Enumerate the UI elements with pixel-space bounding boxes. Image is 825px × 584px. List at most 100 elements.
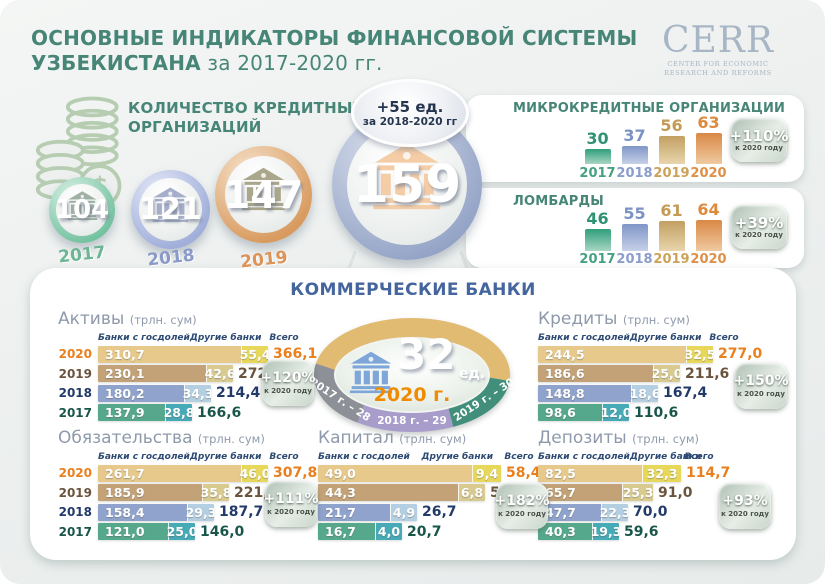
column-state-banks: Банки с госдолей [98,451,190,462]
mini-bar-2017: 46 [579,211,616,251]
segment-other-banks: 4,9 [390,503,417,521]
table-row-2017: 16,7 4,0 20,7 [318,523,545,541]
mini-bar-2018: 55 [616,206,653,251]
fin-table-columns: Банки с госдолей Другие банки Всего [538,333,762,343]
segment-state-banks: 82,5 [538,464,642,482]
micro-orgs-growth-badge: +110% к 2020 году [730,118,788,162]
segment-other-banks: 25,3 [622,484,653,502]
mini-bar-value-2019: 61 [660,201,683,220]
segment-state-banks: 21,7 [318,503,390,521]
credit-orgs-2020-value: 159 [352,155,462,215]
segment-state-banks: 121,0 [98,523,168,541]
mini-bar-2020: 63 [690,115,727,164]
segment-state-banks: 180,2 [98,384,184,402]
table-row-2018: 148,8 18,6 167,4 [538,384,762,402]
segment-state-banks: 49,0 [318,464,472,482]
row-year-label: 2019 [58,366,92,381]
segment-other-banks: 35,8 [200,484,229,502]
mini-bar-2018: 37 [616,128,653,164]
table-row-2020: 82,5 32,3 114,7 [538,464,731,482]
fin-table-columns: Банки с госдолей Другие банки Всего [58,333,317,343]
row-total: 26,7 [422,504,457,521]
table-row-2017: 40,3 19,3 59,6 [538,523,730,541]
credit-orgs-title: КОЛИЧЕСТВО КРЕДИТНЫХ ОРГАНИЗАЦИЙ [128,99,365,137]
segment-other-banks: 34,3 [182,384,211,402]
segment-other-banks: 46,0 [239,464,268,482]
table-row-2017: 98,6 12,0 110,6 [538,404,762,422]
credit-orgs-circle-2017: 104 [49,177,115,243]
segment-state-banks: 244,5 [538,345,686,363]
row-total: 307,8 [273,465,318,482]
growth-badge-deposits: +93% к 2020 году [719,483,771,529]
mini-bar-2019: 61 [653,203,690,251]
row-bar: 230,1 42,6 [98,365,233,383]
row-total: 214,4 [216,385,261,402]
segment-state-banks: 44,3 [318,484,458,502]
mini-bar-year-2020: 2020 [690,252,727,267]
mini-bar-2019: 56 [653,118,690,164]
column-total: Всего [269,451,299,462]
fin-table-columns: Банки с госдолей Другие банки Всего [318,452,545,462]
credit-orgs-value-2018: 121 [139,192,202,227]
column-total: Всего [269,332,299,343]
cerr-logo: CERR CENTER FOR ECONOMIC RESEARCH AND REF… [650,22,786,78]
table-row-2018: 47,7 22,3 70,0 [538,503,730,521]
page-title-line1: ОСНОВНЫЕ ИНДИКАТОРЫ ФИНАНСОВОЙ СИСТЕМЫ [31,26,638,50]
row-bar: 185,9 35,8 [98,484,229,502]
banks-count-unit: ед. [459,366,486,382]
table-row-2018: 21,7 4,9 26,7 [318,503,545,521]
mini-bar-value-2017: 46 [586,209,609,228]
row-year-label: 2017 [58,524,92,539]
growth-badge-capital: +182% к 2020 году [495,483,550,529]
segment-state-banks: 47,7 [538,503,601,521]
mini-bar-value-2018: 55 [623,204,646,223]
mini-bar-value-2019: 56 [660,116,683,135]
mini-bar-year-2020: 2020 [690,166,727,181]
fin-table-deposits: Депозиты (трлн. сум) Банки с госдолей Друг… [538,429,730,543]
fin-table-liabilities: Обязательства (трлн. сум) Банки с госдоле… [58,429,317,543]
segment-state-banks: 137,9 [98,404,165,422]
segment-state-banks: 230,1 [98,365,206,383]
mini-bar-rect-2020 [695,220,722,251]
fin-table-loans: Кредиты (трлн. сум) Банки с госдолей Други… [538,310,762,424]
lombards-growth-badge: +39% к 2020 году [731,205,787,249]
table-row-2020: 2020 310,7 55,4 366,1 [58,345,318,363]
segment-other-banks: 55,4 [239,345,268,363]
table-row-2020: 49,0 9,4 58,4 [318,464,545,482]
row-bar: 180,2 34,3 [98,384,211,402]
column-other-banks: Другие банки [629,451,702,462]
row-total: 166,6 [197,404,242,421]
lombard-bars: 46 55 61 64 [579,194,729,251]
mini-bar-2017: 30 [579,131,616,164]
segment-other-banks: 29,3 [185,503,214,521]
micro-years: 2017 2018 2019 2020 [579,166,729,181]
oval-segment-top [314,318,510,432]
segment-other-banks: 28,8 [163,404,192,422]
row-total: 110,6 [634,404,679,421]
growth-badge-assets: +120% к 2020 году [261,360,316,406]
column-other-banks: Другие банки [189,332,262,343]
column-state-banks: Банки с госдолей [538,451,630,462]
credit-orgs-circle-2018: 121 [131,170,210,249]
row-bar: 49,0 9,4 [318,464,501,482]
row-total: 58,4 [506,465,541,482]
row-bar: 148,8 18,6 [538,384,658,402]
mini-bar-rect-2017 [584,149,611,164]
column-total: Всего [684,451,714,462]
year-label-2017: 2017 [57,242,107,268]
row-year-label: 2020 [58,347,92,362]
credit-orgs-value-2019: 147 [223,172,304,217]
page-title-line2: УЗБЕКИСТАНА за 2017-2020 гг. [31,51,383,75]
row-total: 114,7 [686,465,731,482]
column-other-banks: Другие банки [189,451,262,462]
row-bar: 310,7 55,4 [98,345,268,363]
segment-other-banks: 4,0 [375,523,402,541]
row-total: 146,0 [200,523,245,540]
segment-state-banks: 186,6 [538,365,653,383]
table-row-2020: 244,5 32,5 277,0 [538,345,762,363]
table-row-2017: 2017 121,0 25,0 146,0 [58,523,317,541]
oval-segment-2018 [314,318,510,432]
column-state-banks: Банки с госдолей [98,332,190,343]
row-total: 366,1 [273,346,318,363]
row-bar: 121,0 25,0 [98,523,195,541]
